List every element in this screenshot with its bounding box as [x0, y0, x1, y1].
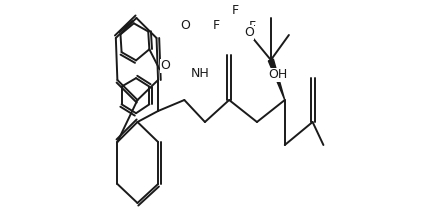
Text: O: O: [243, 26, 253, 39]
Text: F: F: [248, 20, 255, 33]
Polygon shape: [268, 59, 284, 100]
Text: F: F: [212, 19, 219, 32]
Text: O: O: [160, 59, 170, 72]
Text: O: O: [179, 19, 189, 32]
Text: OH: OH: [267, 68, 286, 81]
Text: F: F: [232, 4, 239, 17]
Text: NH: NH: [190, 67, 209, 80]
